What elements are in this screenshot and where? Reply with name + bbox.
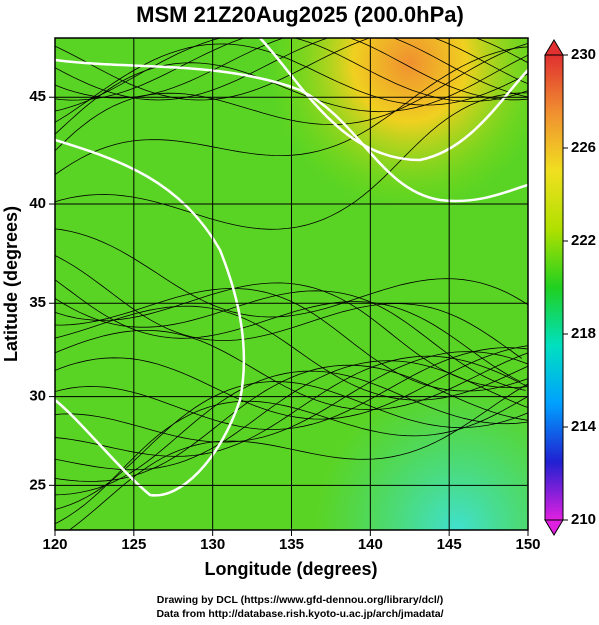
streamline [55,330,528,411]
y-tick-label: 40 [29,195,46,212]
x-tick-label: 150 [515,536,540,553]
colorbar-tick-label: 222 [571,232,596,249]
colorbar-tick-label: 230 [571,46,596,63]
streamline [55,381,528,510]
y-tick-label: 45 [29,88,46,105]
x-tick-label: 125 [121,536,146,553]
contour-line [55,138,246,497]
streamline [55,92,528,230]
streamline [55,46,528,176]
y-axis-label: Latitude (degrees) [1,206,21,362]
streamline [55,38,528,99]
streamline [55,290,526,391]
streamline [55,345,528,420]
colorbar-tick-label: 210 [571,511,596,528]
colorbar-tick-label: 226 [571,139,596,156]
footer-line: Data from http://database.rish.kyoto-u.a… [156,608,443,620]
contour-line [259,38,528,162]
streamline [55,42,528,152]
colorbar-bottom [544,519,564,536]
streamline [55,396,528,525]
streamline [55,38,528,101]
streamline [55,351,528,443]
chart-title: MSM 21Z20Aug2025 (200.0hPa) [136,2,464,27]
colorbar [544,54,564,521]
x-axis-label: Longitude (degrees) [204,559,377,579]
streamlines [55,38,528,530]
streamline [55,347,528,430]
colorbar-tick-label: 214 [571,418,597,435]
streamline [55,38,528,112]
colorbar-tick-label: 218 [571,325,596,342]
streamline [55,38,528,101]
streamline [55,43,528,123]
contours [55,38,528,497]
y-tick-label: 30 [29,388,46,405]
y-tick-label: 35 [29,294,46,311]
contour-line [55,58,528,203]
x-tick-label: 120 [42,536,67,553]
streamline [55,355,528,457]
streamline [68,383,528,530]
x-tick-label: 140 [358,536,383,553]
x-tick-label: 145 [437,536,462,553]
footer-line: Drawing by DCL (https://www.gfd-dennou.o… [157,594,443,606]
x-tick-label: 130 [200,536,225,553]
streamline [55,370,528,496]
colorbar-top [544,39,564,56]
y-tick-label: 25 [29,476,46,493]
streamline [55,279,520,382]
x-tick-label: 135 [279,536,304,553]
streamline [55,38,528,101]
